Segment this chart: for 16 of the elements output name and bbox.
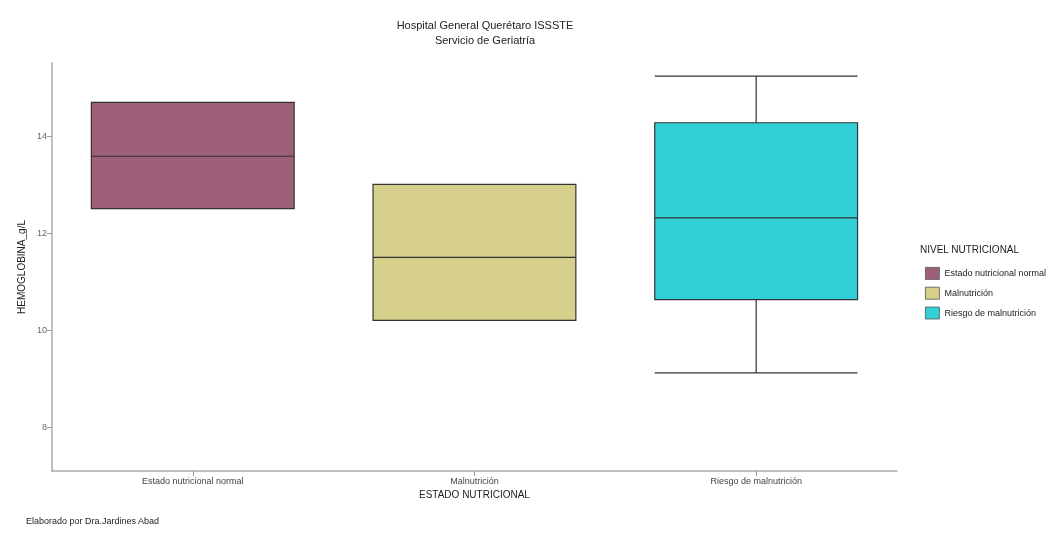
legend-label: Estado nutricional normal bbox=[944, 268, 1046, 279]
legend-label: Riesgo de malnutrición bbox=[944, 308, 1036, 318]
chart-subtitle: Servicio de Geriatría bbox=[434, 33, 537, 46]
x-tick-label: Estado nutricional normal bbox=[141, 475, 244, 486]
y-tick-label: 12 bbox=[36, 228, 47, 238]
y-tick-label: 8 bbox=[41, 422, 47, 433]
x-axis-title: ESTADO NUTRICIONAL bbox=[418, 489, 531, 501]
chart-title: Hospital General Querétaro ISSSTE bbox=[396, 18, 574, 31]
y-tick-label: 14 bbox=[36, 130, 47, 141]
legend-title: NIVEL NUTRICIONAL bbox=[920, 243, 1020, 255]
text: Elaborado por Dra.Jardines Abad bbox=[26, 515, 160, 526]
x-tick-label: Malnutrición bbox=[450, 475, 499, 486]
y-tick-label: 10 bbox=[36, 325, 47, 336]
legend-label: Malnutrición bbox=[944, 288, 993, 299]
y-axis-title: HEMOGLOBINA_g/L bbox=[15, 219, 27, 314]
x-tick-label: Riesgo de malnutrición bbox=[710, 475, 802, 486]
